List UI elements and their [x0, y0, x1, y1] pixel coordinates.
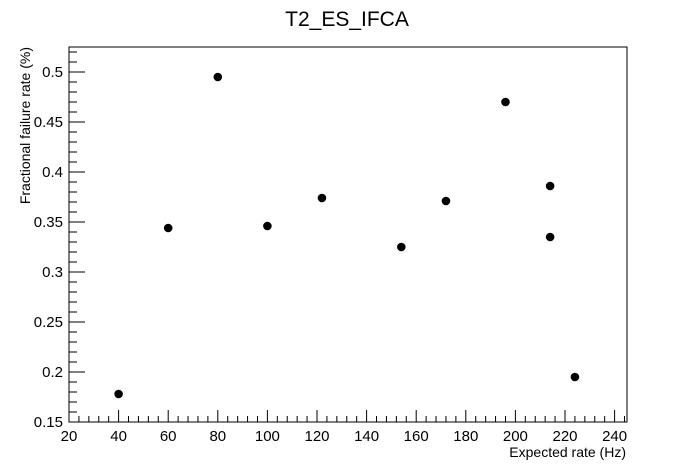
x-tick-label: 220	[552, 428, 577, 445]
x-tick-label: 240	[602, 428, 627, 445]
data-point	[263, 221, 272, 231]
y-tick-label: 0.25	[34, 314, 63, 331]
x-tick-label: 80	[209, 428, 226, 445]
data-point	[213, 72, 223, 82]
x-tick-label: 20	[61, 428, 78, 445]
y-tick-label: 0.15	[34, 414, 63, 431]
x-tick-label: 60	[160, 428, 177, 445]
x-tick-label: 100	[255, 428, 280, 445]
y-tick-label: 0.5	[42, 64, 63, 81]
y-tick-label: 0.4	[42, 164, 63, 181]
data-points	[114, 72, 580, 399]
x-tick-label: 200	[503, 428, 528, 445]
y-tick-label: 0.35	[34, 214, 63, 231]
x-tick-label: 40	[110, 428, 127, 445]
data-point	[501, 97, 510, 107]
x-axis: 20 40 60 80 100 120 140 160 180 200 220 240	[61, 410, 627, 445]
data-point	[545, 181, 555, 191]
x-axis-label: Expected rate (Hz)	[509, 444, 626, 460]
data-point	[397, 242, 406, 252]
data-point	[545, 232, 555, 242]
data-point	[570, 372, 580, 382]
chart-title: T2_ES_IFCA	[285, 8, 409, 31]
data-point	[163, 223, 173, 233]
x-tick-label: 120	[304, 428, 329, 445]
y-tick-label: 0.3	[42, 264, 63, 281]
y-axis: 0.15 0.2 0.25 0.3 0.35 0.4 0.45 0.5	[34, 51, 85, 431]
x-tick-label: 160	[404, 428, 429, 445]
data-point	[441, 196, 451, 206]
x-tick-label: 140	[354, 428, 379, 445]
data-point	[114, 389, 123, 399]
plot-frame	[68, 46, 628, 423]
data-point	[317, 193, 327, 203]
y-tick-label: 0.2	[42, 364, 63, 381]
y-axis-label: Fractional failure rate (%)	[17, 47, 33, 204]
x-tick-label: 180	[453, 428, 478, 445]
y-tick-label: 0.45	[34, 114, 63, 131]
